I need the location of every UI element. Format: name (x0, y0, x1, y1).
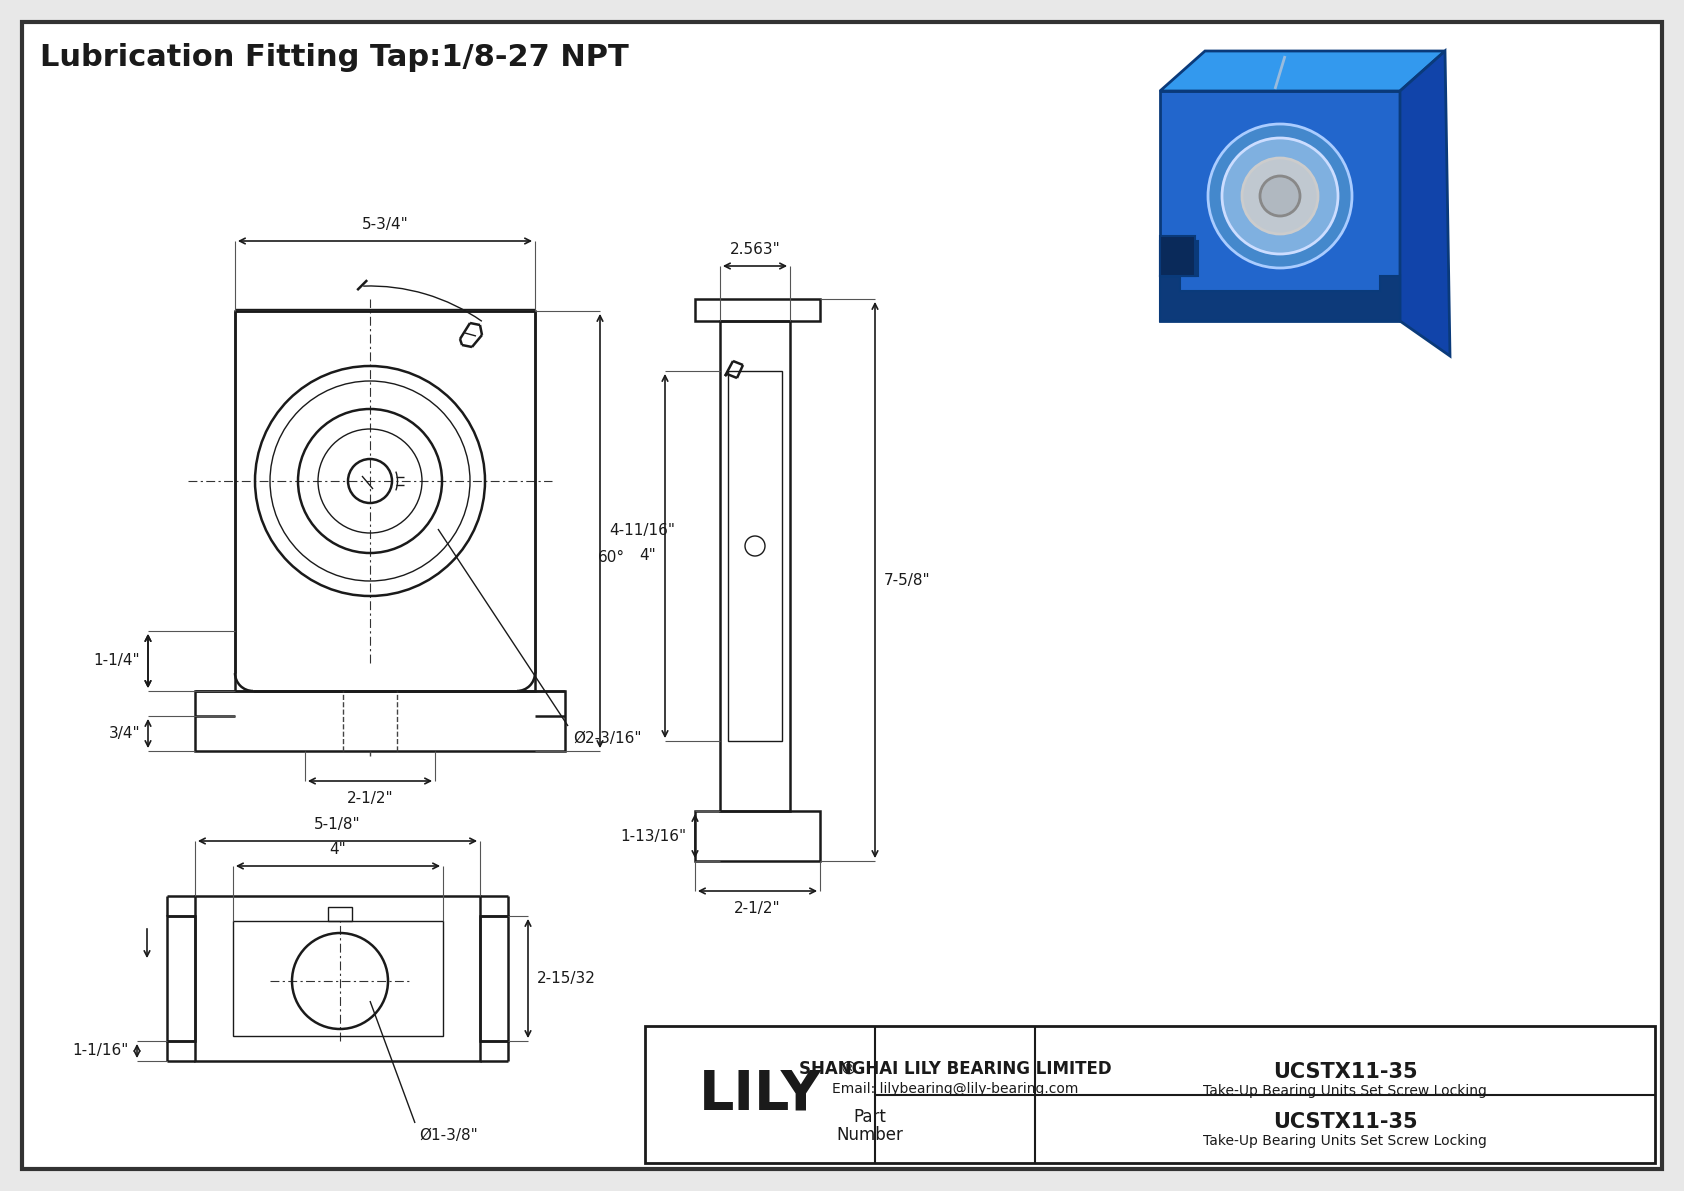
Text: Part: Part (854, 1108, 886, 1125)
Bar (721, 322, 790, 811)
Text: Ø2-3/16": Ø2-3/16" (573, 731, 642, 746)
Bar (645, 1025, 1655, 1162)
Text: Ø1-3/8": Ø1-3/8" (419, 1128, 478, 1143)
Bar (480, 916, 509, 1041)
Polygon shape (1160, 241, 1197, 276)
Bar (236, 311, 536, 691)
Text: UCSTX11-35: UCSTX11-35 (1273, 1112, 1418, 1133)
Text: 4": 4" (640, 549, 657, 563)
Bar (195, 691, 566, 752)
Text: Take-Up Bearing Units Set Screw Locking: Take-Up Bearing Units Set Screw Locking (1202, 1085, 1487, 1098)
Text: 60°: 60° (598, 550, 625, 566)
Polygon shape (1160, 51, 1445, 91)
Polygon shape (1160, 276, 1399, 322)
Text: 3/4": 3/4" (108, 727, 140, 741)
Text: 4": 4" (330, 842, 347, 858)
Text: Lubrication Fitting Tap:1/8-27 NPT: Lubrication Fitting Tap:1/8-27 NPT (40, 43, 628, 71)
Polygon shape (1160, 236, 1196, 276)
Circle shape (1223, 138, 1339, 254)
Text: 7-5/8": 7-5/8" (884, 573, 931, 587)
Circle shape (1260, 176, 1300, 216)
Bar (727, 372, 781, 741)
Text: 1-1/4": 1-1/4" (93, 654, 140, 668)
Text: 2-1/2": 2-1/2" (347, 791, 394, 806)
Bar (232, 921, 443, 1036)
Text: 1-13/16": 1-13/16" (620, 829, 685, 843)
Text: LILY: LILY (699, 1067, 822, 1122)
Text: 2-1/2": 2-1/2" (734, 902, 781, 916)
Text: SHANGHAI LILY BEARING LIMITED: SHANGHAI LILY BEARING LIMITED (798, 1060, 1111, 1079)
Polygon shape (22, 21, 1662, 1170)
Text: Email: lilybearing@lily-bearing.com: Email: lilybearing@lily-bearing.com (832, 1083, 1078, 1097)
Bar (195, 896, 480, 1061)
Text: 5-1/8": 5-1/8" (315, 817, 360, 833)
Polygon shape (1399, 51, 1450, 356)
Text: 2.563": 2.563" (729, 242, 780, 257)
Bar (328, 908, 352, 921)
Text: 4-11/16": 4-11/16" (610, 524, 675, 538)
Text: ®: ® (839, 1060, 857, 1078)
Text: UCSTX11-35: UCSTX11-35 (1273, 1062, 1418, 1083)
Circle shape (1243, 158, 1319, 233)
Text: 5-3/4": 5-3/4" (362, 217, 409, 232)
Text: 2-15/32: 2-15/32 (537, 971, 596, 986)
Bar (695, 299, 820, 322)
Bar (695, 811, 820, 861)
Text: Take-Up Bearing Units Set Screw Locking: Take-Up Bearing Units Set Screw Locking (1202, 1134, 1487, 1147)
Bar (167, 916, 195, 1041)
Circle shape (1207, 124, 1352, 268)
Text: 1-1/16": 1-1/16" (72, 1043, 130, 1059)
Polygon shape (1160, 91, 1399, 322)
Text: Number: Number (837, 1125, 903, 1143)
